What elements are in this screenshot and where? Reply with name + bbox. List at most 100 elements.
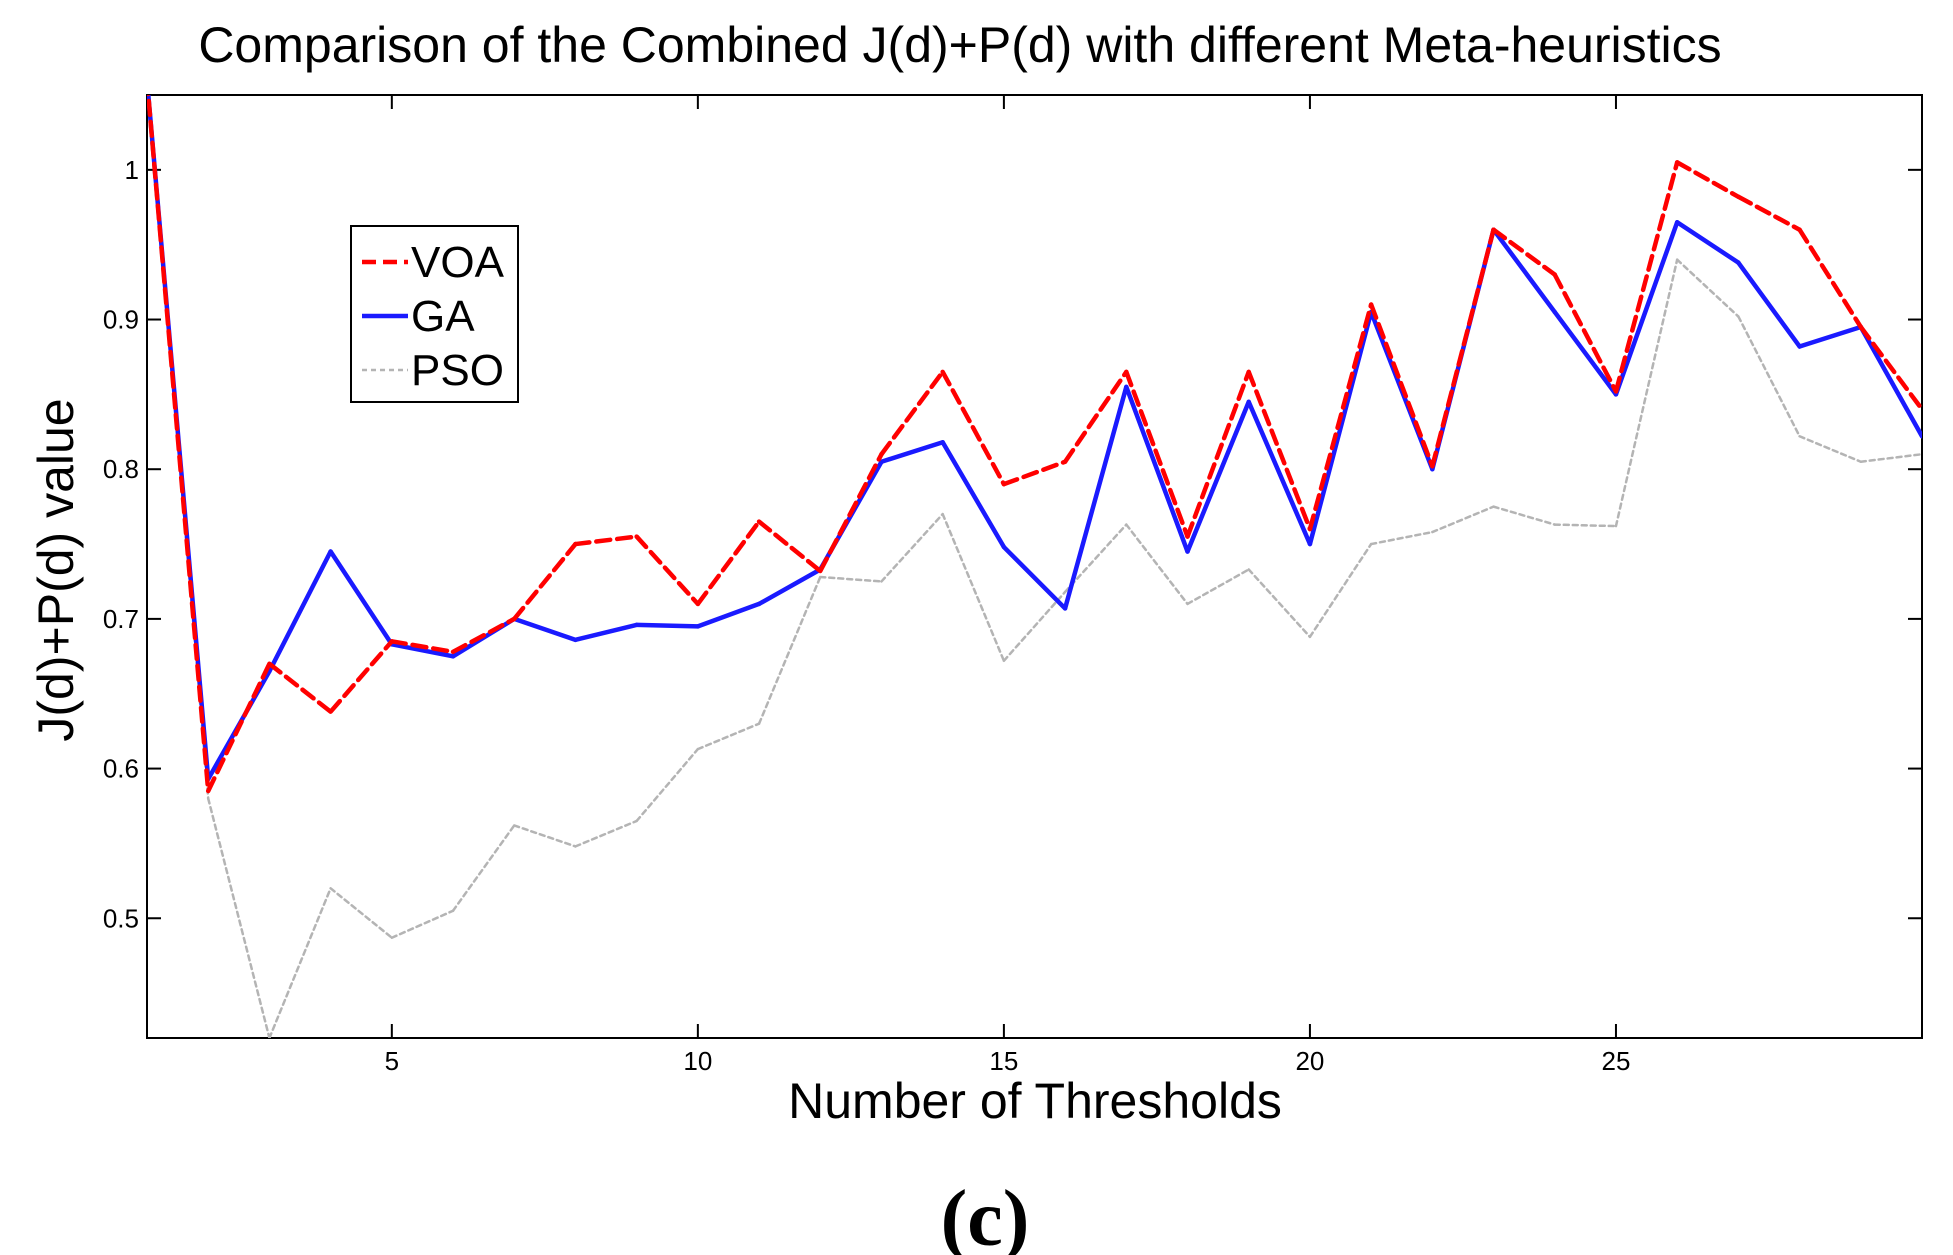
voa-line-segment (1001, 459, 1068, 487)
ga-line-segment (1674, 219, 1741, 265)
ga-line-segment (1062, 384, 1129, 611)
voa-line-segment (205, 661, 272, 794)
ga-line-segment (1797, 324, 1864, 349)
axis-ticks: 5 10 15 20 25 0.5 0.6 0.7 0.8 0.9 1 (103, 95, 1922, 1076)
pso-line-segment (1859, 452, 1922, 463)
pso-line-segment (1553, 523, 1618, 528)
ga-line-segment (634, 622, 701, 629)
ga-line-segment (1124, 384, 1190, 554)
voa-line-segment (1491, 227, 1558, 277)
voa-line-segment (1307, 302, 1374, 532)
pso-line-segment (941, 512, 1006, 663)
ga-line-segment (267, 549, 333, 674)
voa-line-segment (328, 639, 395, 714)
voa-line-segment (147, 95, 211, 794)
ga-line-segment (1736, 260, 1802, 349)
voa-line-segment (1613, 160, 1680, 394)
legend-voa-label: VOA (411, 238, 505, 287)
voa-line-segment (389, 639, 456, 655)
pso-line-segment (1125, 523, 1189, 606)
voa-line-segment (1552, 272, 1619, 394)
y-tick-label: 0.7 (103, 604, 139, 634)
pso-line-segment (1247, 568, 1312, 639)
ga-line-segment (1307, 309, 1374, 547)
voa-line-segment (634, 534, 701, 607)
y-tick-label: 0.6 (103, 754, 139, 784)
voa-line-segment (573, 534, 639, 547)
pso-line-segment (1308, 542, 1373, 639)
ga-line-segment (695, 601, 762, 629)
pso-line-segment (880, 512, 944, 583)
voa-line-segment (267, 661, 333, 714)
ga-line-segment (1246, 399, 1313, 547)
ga-line-segment (1001, 544, 1068, 611)
ga-line-segment (389, 642, 456, 659)
chart-title: Comparison of the Combined J(d)+P(d) wit… (198, 17, 1721, 73)
series-lines (147, 95, 1922, 1038)
pso-line-segment (329, 887, 394, 939)
voa-line-segment (940, 369, 1007, 487)
pso-line-segment (696, 722, 761, 751)
voa-line-segment (1858, 324, 1922, 412)
y-tick-label: 1 (125, 155, 139, 185)
x-tick-label: 15 (989, 1046, 1018, 1076)
ga-line-segment (1552, 309, 1619, 397)
voa-line-segment (1124, 369, 1190, 539)
voa-line-segment (1062, 369, 1129, 464)
voa-line-segment (1368, 302, 1435, 469)
ga-line-segment (756, 567, 823, 607)
pso-line-segment (390, 909, 455, 939)
pso-line-segment (1675, 258, 1740, 318)
figure-caption: (c) (941, 1175, 1030, 1255)
pso-line-segment (574, 819, 638, 848)
ga-line-segment (328, 549, 395, 647)
voa-line-segment (1674, 160, 1741, 200)
x-tick-label: 5 (385, 1046, 399, 1076)
pso-line-segment (1063, 523, 1128, 594)
ga-line-segment (1858, 324, 1922, 439)
pso-line-segment (1614, 258, 1679, 528)
pso-line-segment (1186, 568, 1250, 606)
legend-ga-label: GA (411, 292, 475, 341)
ga-line-segment (1185, 399, 1251, 554)
y-tick-label: 0.5 (103, 903, 139, 933)
x-axis-label: Number of Thresholds (788, 1073, 1282, 1129)
y-axis-label: J(d)+P(d) value (28, 398, 84, 741)
legend-pso-label: PSO (411, 346, 504, 395)
pso-line-segment (1492, 505, 1557, 526)
pso-line-segment (1431, 505, 1495, 534)
legend: VOA GA PSO (350, 225, 519, 403)
ga-line-segment (940, 440, 1007, 550)
pso-line-segment (819, 575, 883, 583)
ga-line-segment (573, 622, 639, 643)
ga-line-segment (879, 440, 945, 464)
pso-line-segment (1002, 590, 1067, 663)
ga-line-segment (511, 616, 578, 643)
x-tick-label: 25 (1602, 1046, 1631, 1076)
voa-line-segment (756, 519, 823, 574)
voa-line-segment (879, 369, 945, 457)
voa-line-segment (1246, 369, 1313, 532)
ga-line-segment (1613, 219, 1680, 397)
x-tick-label: 10 (683, 1046, 712, 1076)
voa-line-segment (818, 451, 884, 574)
pso-line-segment (268, 887, 332, 1038)
pso-line-segment (1369, 530, 1434, 546)
voa-line-segment (1797, 227, 1864, 330)
pso-line-segment (635, 747, 700, 823)
pso-line-segment (1798, 435, 1863, 463)
pso-line-segment (206, 797, 271, 1038)
voa-line-segment (1736, 194, 1802, 232)
x-tick-label: 20 (1295, 1046, 1324, 1076)
pso-line-segment (1737, 315, 1801, 438)
voa-line-segment (1430, 227, 1496, 469)
pso-line-segment (512, 824, 577, 848)
voa-line-segment (1185, 369, 1251, 539)
y-tick-label: 0.9 (103, 305, 139, 335)
pso-line-segment (451, 824, 516, 913)
pso-line-segment (757, 575, 822, 725)
voa-line-segment (450, 616, 517, 655)
voa-line-segment (695, 519, 762, 607)
y-tick-label: 0.8 (103, 454, 139, 484)
